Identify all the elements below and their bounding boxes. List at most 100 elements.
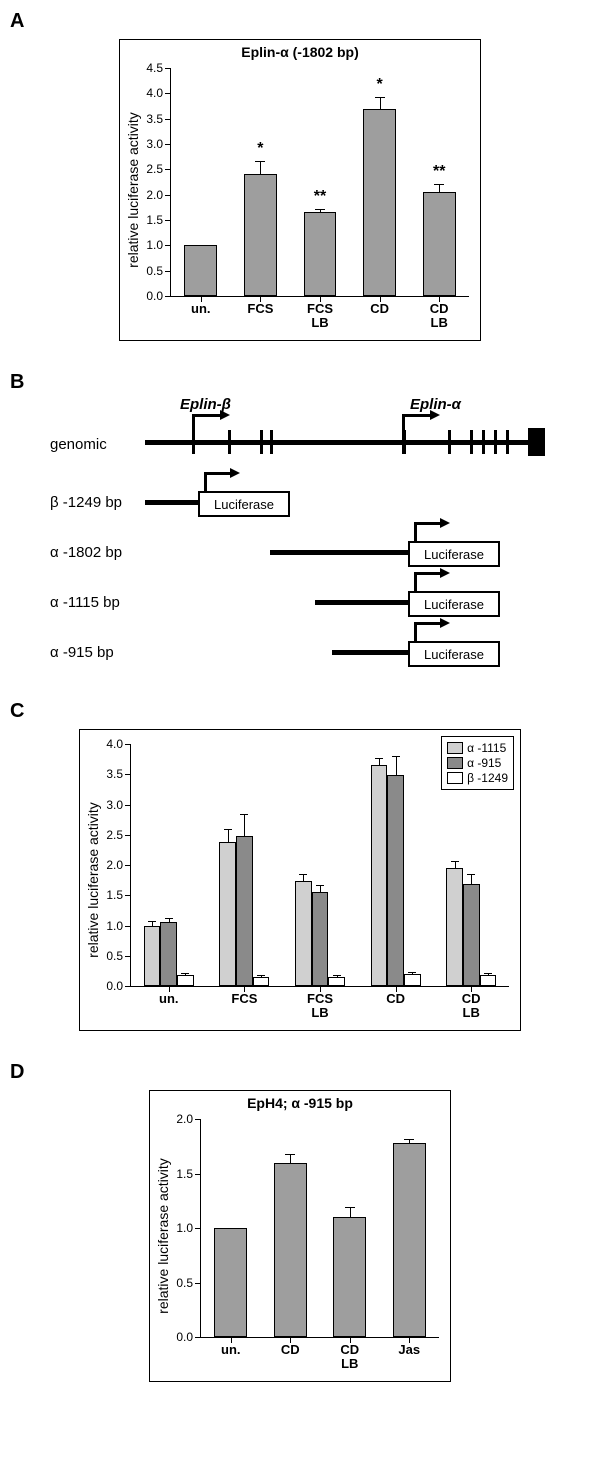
chart-a: Eplin-α (-1802 bp) relative luciferase a… <box>119 39 481 341</box>
category-label: un. <box>221 1343 241 1357</box>
ytick-label: 3.5 <box>146 112 163 126</box>
bar <box>236 836 253 986</box>
chart-c: relative luciferase activity 0.00.51.01.… <box>79 729 521 1031</box>
row-label-genomic: genomic <box>50 436 107 453</box>
row-alpha-915: α -915 bp Luciferase <box>50 620 550 670</box>
exon <box>260 430 263 454</box>
ytick-label: 1.5 <box>176 1167 193 1181</box>
bar <box>423 192 456 296</box>
category-label: CD <box>281 1343 300 1357</box>
panel-letter-a: A <box>10 10 590 33</box>
panel-c: C relative luciferase activity 0.00.51.0… <box>10 700 590 1031</box>
significance-marker: * <box>257 140 263 158</box>
bar <box>304 212 337 296</box>
bar <box>214 1228 247 1337</box>
chart-d-title: EpH4; α -915 bp <box>150 1095 450 1111</box>
panel-letter-c: C <box>10 700 590 723</box>
bar <box>184 245 217 296</box>
ytick-label: 2.0 <box>176 1112 193 1126</box>
exon <box>402 430 406 454</box>
category-label: FCS LB <box>307 992 333 1021</box>
ytick-label: 3.0 <box>106 798 123 812</box>
category-label: FCS LB <box>307 302 333 331</box>
exon <box>448 430 451 454</box>
exon <box>506 430 509 454</box>
chart-d-ylabel: relative luciferase activity <box>155 1158 171 1314</box>
construct-line <box>332 650 410 655</box>
category-label: CD LB <box>462 992 481 1021</box>
panel-a: A Eplin-α (-1802 bp) relative luciferase… <box>10 10 590 341</box>
construct-line <box>315 600 410 605</box>
ytick-label: 3.5 <box>106 767 123 781</box>
ytick-label: 0.0 <box>106 979 123 993</box>
ytick-label: 2.5 <box>106 828 123 842</box>
ytick-label: 4.5 <box>146 61 163 75</box>
bar <box>177 975 194 986</box>
luciferase-label: Luciferase <box>424 647 484 662</box>
row-label: α -1802 bp <box>50 544 122 561</box>
bar <box>244 174 277 296</box>
diagram-b: Eplin-β Eplin-α genomic <box>50 400 550 670</box>
luciferase-label: Luciferase <box>424 597 484 612</box>
ytick-label: 2.0 <box>146 188 163 202</box>
bar <box>160 922 177 986</box>
ytick-label: 1.5 <box>146 213 163 227</box>
bar <box>253 977 270 986</box>
bar <box>446 868 463 986</box>
exon <box>270 430 273 454</box>
chart-a-ylabel: relative luciferase activity <box>125 112 141 268</box>
bar <box>404 974 421 986</box>
bar <box>144 926 161 987</box>
category-label: un. <box>191 302 211 316</box>
bar <box>219 842 236 986</box>
ytick-label: 0.0 <box>146 289 163 303</box>
ytick-label: 1.0 <box>176 1221 193 1235</box>
ytick-label: 0.5 <box>146 264 163 278</box>
bar <box>363 109 396 296</box>
exon <box>494 430 497 454</box>
luciferase-box: Luciferase <box>408 641 500 667</box>
ytick-label: 3.0 <box>146 137 163 151</box>
ytick-label: 4.0 <box>106 737 123 751</box>
category-label: Jas <box>398 1343 420 1357</box>
legend-item: α -915 <box>447 756 508 770</box>
category-label: FCS <box>231 992 257 1006</box>
bar <box>393 1143 426 1337</box>
bar <box>333 1217 366 1337</box>
category-label: CD <box>386 992 405 1006</box>
exon <box>470 430 473 454</box>
ytick-label: 0.0 <box>176 1330 193 1344</box>
ytick-label: 2.0 <box>106 858 123 872</box>
ytick-label: 2.5 <box>146 162 163 176</box>
bar <box>371 765 388 986</box>
plot-a: 0.00.51.01.52.02.53.03.54.04.5un.FCS*FCS… <box>170 68 469 297</box>
category-label: CD LB <box>430 302 449 331</box>
category-label: un. <box>159 992 179 1006</box>
row-beta-1249: β -1249 bp Luciferase <box>50 470 550 520</box>
bar <box>480 975 497 986</box>
exon <box>192 430 195 454</box>
exon <box>528 428 545 456</box>
panel-b: B Eplin-β Eplin-α genomic <box>10 371 590 670</box>
exon <box>482 430 485 454</box>
row-label: α -915 bp <box>50 644 114 661</box>
ytick-label: 0.5 <box>176 1276 193 1290</box>
genomic-line <box>145 440 545 445</box>
luciferase-box: Luciferase <box>408 591 500 617</box>
plot-d: 0.00.51.01.52.0un.CDCD LBJas <box>200 1119 439 1338</box>
significance-marker: ** <box>433 163 445 181</box>
luciferase-box: Luciferase <box>198 491 290 517</box>
legend-item: β -1249 <box>447 771 508 785</box>
panel-d: D EpH4; α -915 bp relative luciferase ac… <box>10 1061 590 1382</box>
ytick-label: 1.5 <box>106 888 123 902</box>
ytick-label: 1.0 <box>106 919 123 933</box>
chart-d: EpH4; α -915 bp relative luciferase acti… <box>149 1090 451 1382</box>
bar <box>328 977 345 986</box>
bar <box>274 1163 307 1337</box>
bar <box>387 775 404 986</box>
significance-marker: * <box>376 76 382 94</box>
ytick-label: 4.0 <box>146 86 163 100</box>
luciferase-box: Luciferase <box>408 541 500 567</box>
bar <box>312 892 329 986</box>
ytick-label: 0.5 <box>106 949 123 963</box>
